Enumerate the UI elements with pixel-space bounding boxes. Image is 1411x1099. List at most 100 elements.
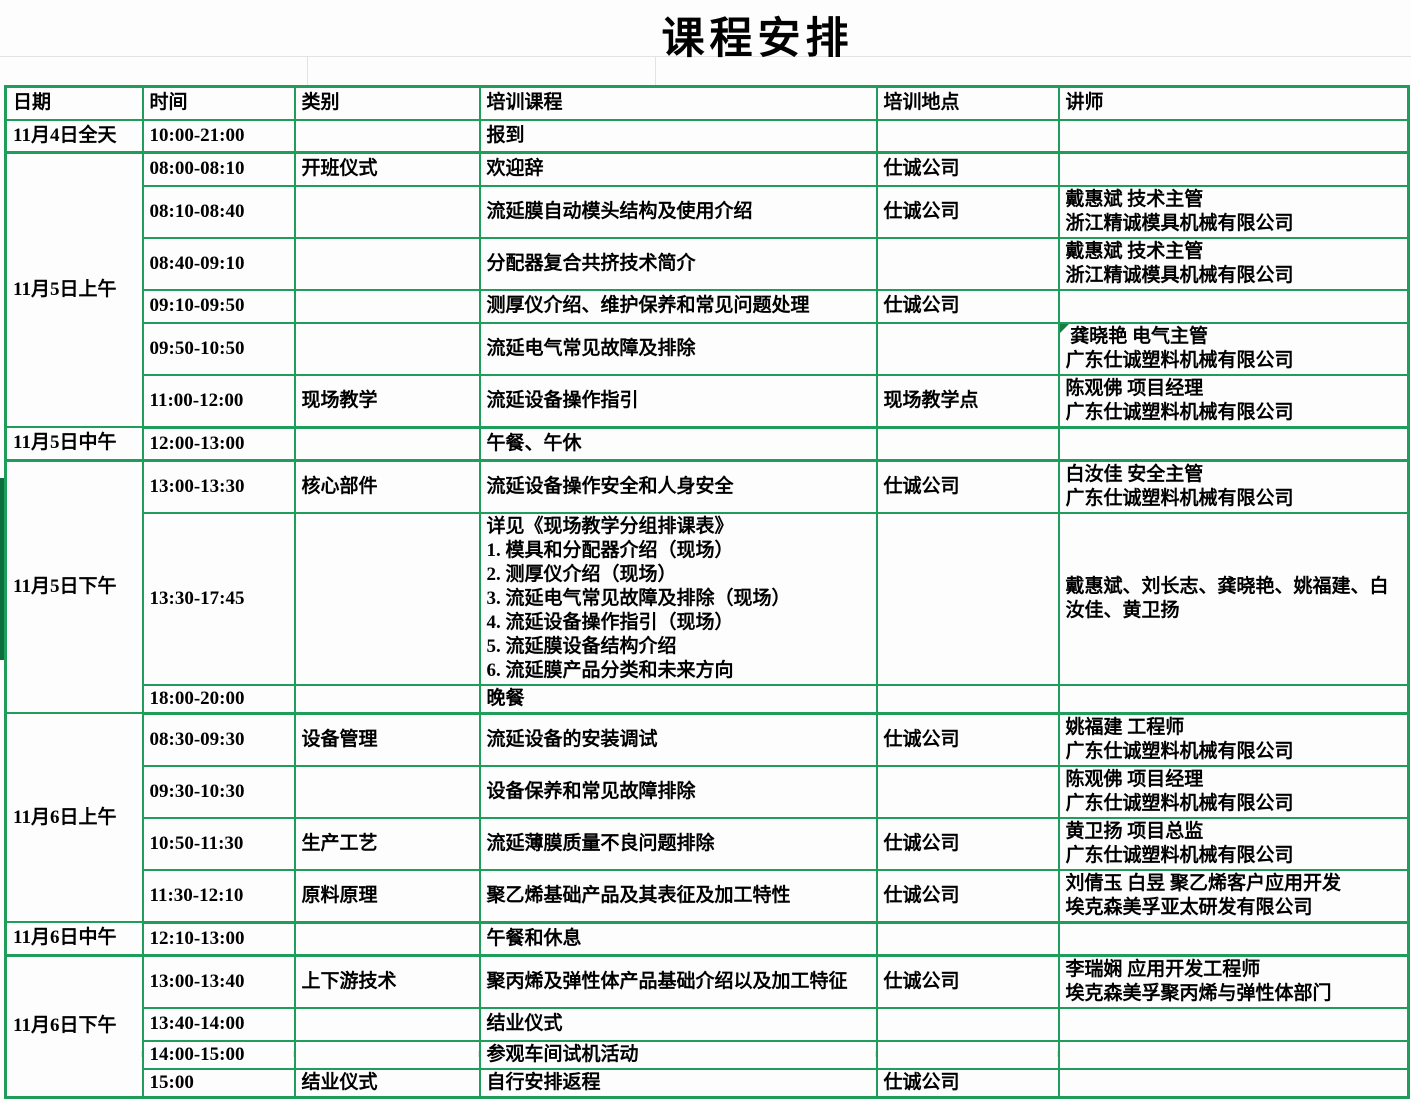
cell-category[interactable]: 上下游技术 [293,954,481,1009]
cell-teacher[interactable]: 白汝佳 安全主管 广东仕诚塑料机械有限公司 [1057,459,1410,514]
cell-date[interactable]: 11月6日上午 [4,712,144,923]
cell-category[interactable] [293,511,481,686]
cell-course[interactable]: 流延设备操作安全和人身安全 [478,459,878,514]
cell-location[interactable] [875,426,1060,462]
cell-category[interactable] [293,426,481,462]
cell-course[interactable]: 设备保养和常见故障排除 [478,764,878,819]
cell-category[interactable] [293,321,481,376]
cell-location[interactable] [875,321,1060,376]
cell-teacher[interactable] [1057,118,1410,154]
cell-teacher[interactable]: 陈观佛 项目经理 广东仕诚塑料机械有限公司 [1057,373,1410,429]
cell-category[interactable] [293,764,481,819]
cell-teacher[interactable] [1057,1006,1410,1042]
cell-course[interactable]: 流延薄膜质量不良问题排除 [478,816,878,871]
cell-time[interactable]: 08:00-08:10 [141,151,296,187]
cell-date[interactable]: 11月5日中午 [4,426,144,462]
cell-location[interactable]: 仕诚公司 [875,151,1060,187]
cell-teacher[interactable]: 戴惠斌 技术主管 浙江精诚模具机械有限公司 [1057,236,1410,291]
cell-category[interactable]: 生产工艺 [293,816,481,871]
cell-location[interactable] [875,764,1060,819]
cell-teacher[interactable] [1057,1067,1410,1098]
cell-course[interactable]: 午餐、午休 [478,426,878,462]
cell-time[interactable]: 08:30-09:30 [141,712,296,767]
cell-category[interactable]: 设备管理 [293,712,481,767]
cell-time[interactable]: 13:30-17:45 [141,511,296,686]
cell-location[interactable] [875,1006,1060,1042]
col-header-course[interactable]: 培训课程 [478,85,878,121]
cell-teacher[interactable] [1057,426,1410,462]
cell-course[interactable]: 欢迎辞 [478,151,878,187]
cell-teacher[interactable] [1057,151,1410,187]
cell-teacher[interactable] [1057,1039,1410,1070]
col-header-date[interactable]: 日期 [4,85,144,121]
cell-teacher[interactable]: 戴惠斌 技术主管 浙江精诚模具机械有限公司 [1057,184,1410,239]
cell-time[interactable]: 08:10-08:40 [141,184,296,239]
cell-location[interactable] [875,511,1060,686]
cell-course[interactable]: 报到 [478,118,878,154]
cell-time[interactable]: 12:00-13:00 [141,426,296,462]
cell-time[interactable]: 12:10-13:00 [141,921,296,957]
cell-location[interactable] [875,921,1060,957]
cell-time[interactable]: 15:00 [141,1067,296,1098]
cell-date[interactable]: 11月6日中午 [4,921,144,957]
cell-category[interactable] [293,921,481,957]
cell-category[interactable] [293,118,481,154]
cell-teacher[interactable]: 龚晓艳 电气主管 广东仕诚塑料机械有限公司 [1057,321,1410,376]
cell-course[interactable]: 详见《现场教学分组排课表》 1. 模具和分配器介绍（现场） 2. 测厚仪介绍（现… [478,511,878,686]
cell-course[interactable]: 午餐和休息 [478,921,878,957]
cell-time[interactable]: 13:40-14:00 [141,1006,296,1042]
cell-course[interactable]: 参观车间试机活动 [478,1039,878,1070]
cell-date[interactable]: 11月5日上午 [4,151,144,428]
cell-teacher[interactable]: 姚福建 工程师 广东仕诚塑料机械有限公司 [1057,712,1410,767]
cell-category[interactable]: 核心部件 [293,459,481,514]
cell-date[interactable]: 11月4日全天 [4,118,144,154]
cell-teacher[interactable]: 黄卫扬 项目总监 广东仕诚塑料机械有限公司 [1057,816,1410,871]
cell-time[interactable]: 13:00-13:40 [141,954,296,1009]
cell-location[interactable] [875,236,1060,291]
cell-category[interactable] [293,683,481,715]
cell-course[interactable]: 自行安排返程 [478,1067,878,1098]
cell-date[interactable]: 11月5日下午 [4,459,144,714]
cell-time[interactable]: 18:00-20:00 [141,683,296,715]
cell-teacher[interactable] [1057,683,1410,715]
cell-category[interactable]: 现场教学 [293,373,481,429]
cell-category[interactable] [293,288,481,324]
cell-category[interactable]: 开班仪式 [293,151,481,187]
cell-teacher[interactable]: 戴惠斌、刘长志、龚晓艳、姚福建、白汝佳、黄卫扬 [1057,511,1410,686]
col-header-teacher[interactable]: 讲师 [1057,85,1410,121]
cell-location[interactable]: 仕诚公司 [875,954,1060,1009]
cell-course[interactable]: 聚乙烯基础产品及其表征及加工特性 [478,868,878,924]
cell-course[interactable]: 流延电气常见故障及排除 [478,321,878,376]
cell-category[interactable] [293,1039,481,1070]
cell-time[interactable]: 10:50-11:30 [141,816,296,871]
cell-category[interactable]: 原料原理 [293,868,481,924]
cell-course[interactable]: 聚丙烯及弹性体产品基础介绍以及加工特征 [478,954,878,1009]
cell-time[interactable]: 11:00-12:00 [141,373,296,429]
cell-course[interactable]: 流延设备的安装调试 [478,712,878,767]
cell-date[interactable]: 11月6日下午 [4,954,144,1098]
cell-location[interactable] [875,118,1060,154]
cell-course[interactable]: 晚餐 [478,683,878,715]
col-header-location[interactable]: 培训地点 [875,85,1060,121]
cell-time[interactable]: 14:00-15:00 [141,1039,296,1070]
cell-time[interactable]: 09:10-09:50 [141,288,296,324]
cell-teacher[interactable]: 李瑞娴 应用开发工程师 埃克森美孚聚丙烯与弹性体部门 [1057,954,1410,1009]
cell-time[interactable]: 09:50-10:50 [141,321,296,376]
cell-teacher[interactable] [1057,288,1410,324]
cell-course[interactable]: 流延设备操作指引 [478,373,878,429]
cell-teacher[interactable]: 刘倩玉 白昱 聚乙烯客户应用开发 埃克森美孚亚太研发有限公司 [1057,868,1410,924]
cell-time[interactable]: 11:30-12:10 [141,868,296,924]
cell-course[interactable]: 结业仪式 [478,1006,878,1042]
cell-location[interactable]: 仕诚公司 [875,459,1060,514]
col-header-category[interactable]: 类别 [293,85,481,121]
cell-location[interactable]: 仕诚公司 [875,184,1060,239]
cell-category[interactable]: 结业仪式 [293,1067,481,1098]
cell-teacher[interactable]: 陈观佛 项目经理 广东仕诚塑料机械有限公司 [1057,764,1410,819]
cell-location[interactable]: 仕诚公司 [875,288,1060,324]
col-header-time[interactable]: 时间 [141,85,296,121]
cell-time[interactable]: 08:40-09:10 [141,236,296,291]
cell-location[interactable]: 仕诚公司 [875,816,1060,871]
cell-category[interactable] [293,236,481,291]
cell-course[interactable]: 分配器复合共挤技术简介 [478,236,878,291]
cell-location[interactable]: 仕诚公司 [875,1067,1060,1098]
